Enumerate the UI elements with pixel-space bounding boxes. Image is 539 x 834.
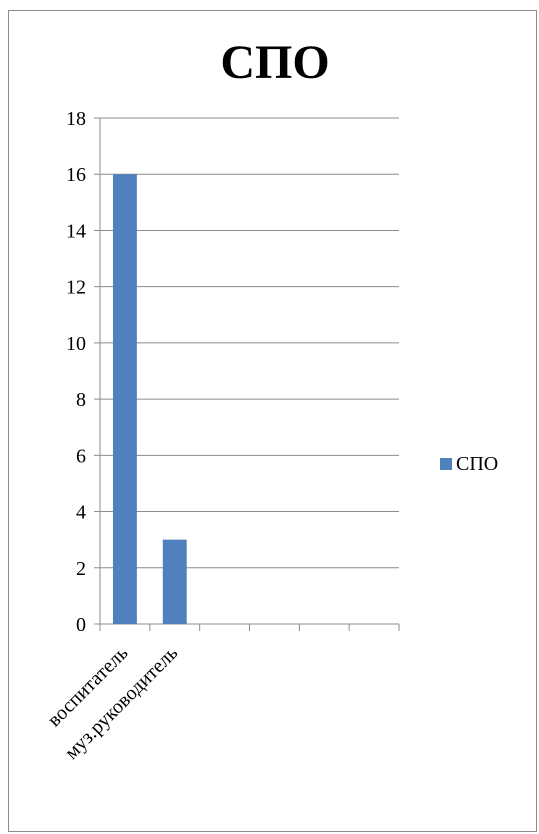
axes: [94, 117, 400, 631]
legend: СПО: [440, 453, 498, 475]
legend-swatch: [440, 458, 452, 470]
y-tick-label: 2: [76, 558, 86, 580]
chart-title: СПО: [220, 36, 329, 89]
y-tick-label: 8: [76, 389, 86, 411]
gridlines: [100, 117, 399, 569]
y-tick-label: 4: [76, 502, 86, 524]
y-tick-label: 18: [66, 108, 86, 130]
y-tick-label: 6: [76, 445, 86, 467]
bars: [112, 174, 187, 624]
y-tick-label: 0: [76, 614, 86, 636]
legend-label: СПО: [456, 453, 498, 475]
bar-1: [112, 174, 137, 624]
bar-2: [162, 539, 187, 624]
y-tick-label: 10: [66, 333, 86, 355]
tick-labels: 024681012141618воспитательмуз.руководите…: [43, 108, 182, 764]
chart-frame: [8, 10, 537, 832]
y-tick-label: 16: [66, 164, 86, 186]
y-tick-label: 14: [66, 220, 86, 242]
y-tick-label: 12: [66, 277, 86, 299]
